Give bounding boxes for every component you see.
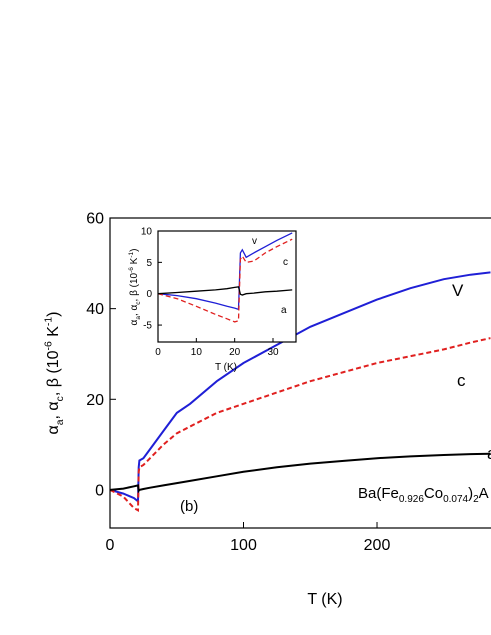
plot-lines xyxy=(110,271,491,512)
series-label: c xyxy=(457,371,466,390)
x-axis-label: T (K) xyxy=(215,362,237,373)
label-part: , β (10 xyxy=(129,272,140,301)
label-part: , β (10 xyxy=(45,350,62,396)
formula: Ba(Fe0.926Co0.074)2A xyxy=(358,485,489,505)
label-part: ) xyxy=(45,312,62,317)
label-part: -6 xyxy=(44,341,55,350)
label-part: K xyxy=(129,257,140,267)
label-part: -1 xyxy=(128,252,135,258)
label-part: c xyxy=(135,301,142,305)
label-part: a xyxy=(55,419,66,425)
label-part: A xyxy=(479,485,489,502)
x-tick-label: 10 xyxy=(191,347,203,358)
y-axis-label: αa, αc, β (10-6 K-1) xyxy=(128,249,142,326)
x-tick-label: 200 xyxy=(364,537,391,554)
x-tick-label: 0 xyxy=(106,537,115,554)
series-line xyxy=(110,452,491,494)
label-part: -1 xyxy=(44,317,55,326)
series-label: c xyxy=(283,257,288,268)
y-tick-label: -5 xyxy=(143,321,152,332)
x-tick-label: 30 xyxy=(267,347,279,358)
series-label: v xyxy=(252,236,257,247)
annotation: (b) xyxy=(180,498,198,515)
series-label: a xyxy=(487,444,491,463)
series-label: V xyxy=(452,281,464,300)
label-part: a xyxy=(135,316,142,320)
x-tick-label: 0 xyxy=(155,347,161,358)
label-part: ) xyxy=(468,485,473,502)
y-tick-label: 60 xyxy=(86,211,104,228)
label-part: ) xyxy=(129,249,140,252)
label-part: K xyxy=(45,326,62,341)
plot-lines xyxy=(158,232,293,323)
label-part: , α xyxy=(129,304,140,316)
x-tick-label: 100 xyxy=(230,537,257,554)
label-part: α xyxy=(129,319,140,325)
y-tick-label: 0 xyxy=(95,483,104,500)
y-tick-label: 40 xyxy=(86,301,104,318)
series-line xyxy=(158,286,293,296)
label-part: 2 xyxy=(473,494,479,505)
x-axis-label: T (K) xyxy=(307,591,342,608)
plot-frame xyxy=(157,230,297,343)
y-tick-label: 0 xyxy=(146,289,152,300)
y-tick-label: 10 xyxy=(141,227,153,238)
label-part: Ba(Fe xyxy=(358,485,399,502)
label-part: c xyxy=(55,396,66,401)
x-tick-label: 20 xyxy=(229,347,241,358)
y-axis-label: αa, αc, β (10-6 K-1) xyxy=(44,312,66,435)
series-line xyxy=(110,337,491,512)
label-part: Co xyxy=(424,485,443,502)
plot-frame xyxy=(109,217,491,529)
series-line xyxy=(158,232,293,311)
label-part: 0.074 xyxy=(443,494,468,505)
inset-background xyxy=(158,231,296,342)
label-part: -6 xyxy=(128,267,135,273)
series-label: a xyxy=(281,305,287,316)
label-part: α xyxy=(45,425,62,434)
y-tick-label: 5 xyxy=(146,258,152,269)
y-tick-label: 20 xyxy=(86,392,104,409)
label-part: 0.926 xyxy=(399,494,424,505)
label-part: , α xyxy=(45,401,62,419)
